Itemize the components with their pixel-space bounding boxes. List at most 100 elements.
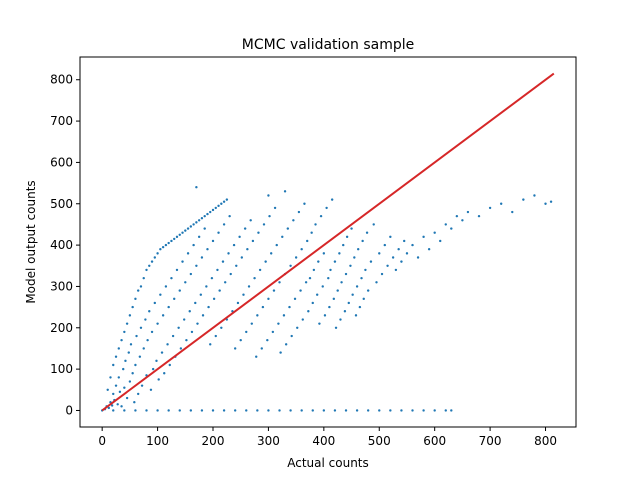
scatter-point	[196, 322, 199, 325]
scatter-point	[189, 225, 193, 228]
scatter-point	[200, 217, 204, 220]
scatter-point	[284, 343, 288, 346]
scatter-point	[325, 206, 328, 210]
scatter-point	[283, 190, 287, 193]
scatter-point	[222, 223, 226, 226]
scatter-point	[260, 347, 263, 350]
scatter-point	[455, 214, 459, 218]
scatter-point	[148, 264, 151, 267]
scatter-point	[200, 409, 204, 412]
scatter-point	[203, 227, 206, 230]
scatter-point	[343, 310, 347, 313]
scatter-point	[156, 322, 159, 325]
scatter-point	[159, 248, 162, 251]
scatter-point	[206, 212, 209, 216]
scatter-point	[139, 326, 143, 329]
scatter-point	[156, 409, 159, 412]
scatter-point	[222, 200, 226, 203]
scatter-point	[146, 338, 149, 342]
scatter-point	[134, 409, 137, 412]
scatter-point	[422, 235, 425, 239]
scatter-point	[333, 260, 337, 263]
scatter-point	[386, 264, 389, 267]
scatter-point	[197, 235, 201, 239]
scatter-point	[167, 409, 170, 412]
scatter-point	[242, 293, 245, 296]
scatter-point	[200, 256, 204, 259]
scatter-point	[106, 388, 109, 391]
scatter-point	[125, 396, 129, 400]
scatter-point	[177, 326, 180, 329]
scatter-point	[336, 289, 339, 292]
scatter-point	[450, 227, 453, 230]
scatter-point	[142, 276, 145, 280]
scatter-point	[403, 239, 406, 243]
scatter-point	[256, 409, 259, 412]
scatter-point	[249, 219, 252, 222]
scatter-point	[245, 409, 248, 412]
scatter-point	[281, 235, 284, 239]
scatter-point	[321, 285, 324, 288]
scatter-point	[267, 409, 270, 412]
scatter-point	[347, 301, 350, 305]
scatter-point	[217, 204, 220, 208]
y-tick-label: 300	[50, 279, 73, 293]
scatter-point	[344, 272, 348, 276]
scatter-point	[212, 297, 216, 301]
scatter-point	[127, 351, 130, 354]
y-axis-label: Model output counts	[24, 180, 38, 303]
scatter-point	[114, 384, 118, 387]
scatter-point	[175, 268, 179, 272]
scatter-point	[161, 314, 165, 317]
scatter-point	[195, 264, 198, 267]
scatter-point	[107, 406, 111, 410]
scatter-point	[394, 268, 398, 272]
scatter-point	[361, 239, 364, 243]
scatter-point	[450, 409, 453, 412]
scatter-point	[203, 214, 206, 218]
y-axis-ticks: 0 100 200 300 400 500 600 700 800	[50, 73, 80, 417]
scatter-point	[117, 376, 120, 379]
scatter-point	[334, 326, 338, 329]
scatter-point	[427, 248, 431, 251]
scatter-point	[477, 214, 481, 218]
scatter-point	[268, 214, 271, 218]
scatter-point	[369, 260, 373, 263]
scatter-point	[333, 409, 337, 412]
scatter-point	[383, 243, 387, 247]
scatter-point	[293, 297, 297, 301]
scatter-point	[144, 318, 147, 321]
scatter-point	[173, 297, 176, 301]
scatter-point	[227, 252, 230, 255]
scatter-point	[188, 310, 191, 313]
scatter-point	[195, 221, 198, 224]
scatter-point	[166, 343, 169, 346]
scatter-point	[357, 248, 360, 251]
scatter-point	[161, 245, 165, 249]
scatter-point	[256, 314, 259, 317]
scatter-point	[344, 409, 348, 412]
scatter-point	[294, 256, 298, 259]
scatter-point	[139, 285, 143, 288]
scatter-point	[225, 198, 229, 201]
y-tick-label: 100	[50, 362, 73, 376]
scatter-point	[300, 409, 303, 412]
x-tick-label: 800	[534, 434, 557, 448]
scatter-point	[122, 367, 125, 371]
scatter-point	[117, 347, 120, 350]
scatter-point	[156, 252, 159, 255]
scatter-point	[205, 285, 208, 288]
scatter-point	[164, 243, 168, 247]
x-tick-label: 400	[312, 434, 335, 448]
scatter-point	[311, 301, 314, 305]
scatter-point	[112, 392, 115, 396]
scatter-point	[209, 343, 212, 346]
scatter-point	[444, 409, 447, 412]
scatter-point	[391, 256, 395, 259]
scatter-point	[182, 318, 186, 321]
scatter-point	[308, 276, 312, 280]
scatter-point	[338, 252, 341, 255]
scatter-point	[216, 268, 219, 272]
scatter-point	[380, 272, 384, 276]
